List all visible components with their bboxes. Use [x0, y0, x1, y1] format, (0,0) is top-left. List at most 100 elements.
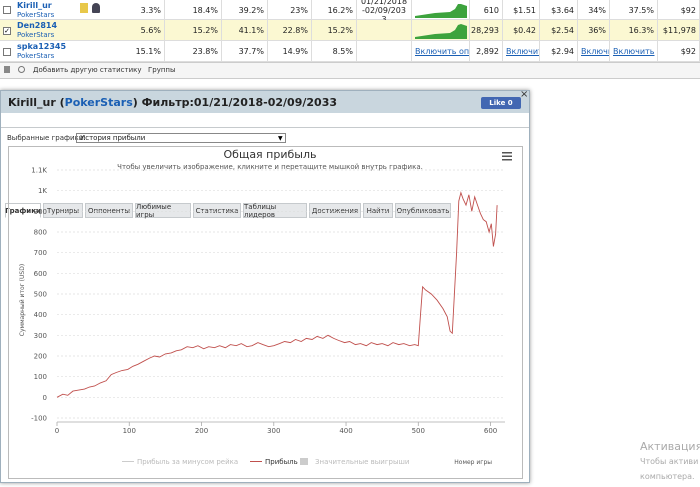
title-part: Kirill_ur (: [8, 96, 65, 109]
stat-cell: 34%: [578, 0, 610, 20]
player-site: PokerStars: [17, 11, 55, 19]
stat-cell: 37.5%: [610, 0, 658, 20]
y-tick-label: 500: [34, 291, 47, 299]
stat-cell: 18.4%: [165, 0, 222, 20]
x-tick-label: 500: [412, 427, 425, 435]
player-site: PokerStars: [17, 31, 55, 39]
tab[interactable]: Таблицы лидеров: [243, 203, 307, 219]
stat-cell: 22.8%: [268, 20, 312, 41]
toolbar: Добавить другую статистику Группы: [0, 62, 700, 79]
stat-cell: $2.94: [540, 41, 578, 62]
stat-cell: [412, 20, 470, 41]
title-site[interactable]: PokerStars: [64, 96, 133, 109]
stat-cell: [357, 20, 412, 41]
y-tick-label: 700: [34, 249, 47, 257]
y-tick-label: 400: [34, 311, 47, 319]
y-axis-label: Суммарный итог (USD): [19, 264, 26, 336]
chart-frame: [8, 146, 523, 479]
chart-select[interactable]: История прибыли: [76, 133, 286, 143]
player-name[interactable]: Kirill_ur: [17, 1, 52, 10]
tab[interactable]: Достижения: [309, 203, 361, 218]
stat-cell: 3.3%: [110, 0, 165, 20]
stat-cell: 16.2%: [312, 0, 357, 20]
stat-cell: 39.2%: [222, 0, 268, 20]
stat-cell: 23.8%: [165, 41, 222, 62]
stat-cell: $1.51: [503, 0, 540, 20]
stat-cell: 610: [470, 0, 503, 20]
row-checkbox[interactable]: ✓: [3, 26, 11, 35]
icon-note: [80, 3, 88, 13]
refresh-icon[interactable]: [18, 66, 25, 73]
stat-cell: 15.2%: [312, 20, 357, 41]
tab[interactable]: Оппоненты: [85, 203, 133, 218]
cell-link[interactable]: Включить: [503, 41, 540, 62]
tab[interactable]: Графики: [5, 203, 41, 218]
tab[interactable]: Статистика: [193, 203, 241, 218]
stat-cell: $3.64: [540, 0, 578, 20]
stat-cell: 01/21/2018-02/09/2033: [357, 0, 412, 20]
player-name[interactable]: spka12345: [17, 42, 67, 51]
groups-menu[interactable]: Группы: [148, 66, 176, 74]
stat-cell: $0.42: [503, 20, 540, 41]
table-row: [0, 41, 700, 62]
y-tick-label: 1.1K: [31, 167, 47, 175]
player-name[interactable]: Den2814: [17, 21, 58, 30]
stat-cell: 16.3%: [610, 20, 658, 41]
stat-cell: 36%: [578, 20, 610, 41]
y-tick-label: 200: [34, 353, 47, 361]
y-tick-label: 800: [34, 229, 47, 237]
row-checkbox[interactable]: [3, 47, 11, 56]
legend-swatch: [300, 458, 308, 465]
title-part: ) Фильтр:01/21/2018-02/09/2033: [132, 96, 337, 109]
y-tick-label: -100: [31, 415, 47, 423]
chart-subtitle: Чтобы увеличить изображение, кликните и …: [117, 163, 423, 171]
x-tick-label: 600: [484, 427, 497, 435]
tab[interactable]: Опубликовать: [395, 203, 451, 218]
legend-item[interactable]: Значительные выигрыши: [315, 458, 409, 466]
tab[interactable]: Любимые игры: [135, 203, 191, 219]
stats-table: Kirill_ur PokerStars 3.3% 18.4% 39.2% 23% 16.2…: [0, 0, 700, 62]
y-tick-label: 900: [34, 208, 47, 216]
table-row: [0, 0, 700, 20]
stat-cell: 5.6%: [110, 20, 165, 41]
icon-player: [92, 3, 100, 13]
y-tick-label: 600: [34, 270, 47, 278]
table-row: [0, 20, 700, 41]
x-tick-label: 0: [55, 427, 59, 435]
stat-cell: 15.1%: [110, 41, 165, 62]
cell-link[interactable]: Включить оп: [578, 41, 610, 62]
sparkline: [415, 24, 467, 39]
menu-icon[interactable]: [502, 152, 512, 161]
tab[interactable]: Турниры: [43, 203, 83, 218]
legend-item[interactable]: Прибыль за минусом рейка: [137, 458, 238, 466]
y-tick-label: 0: [43, 394, 47, 402]
x-tick-label: 400: [339, 427, 352, 435]
cell-link[interactable]: Включить опци: [412, 41, 470, 62]
cell-link[interactable]: Включить: [610, 41, 658, 62]
delete-icon[interactable]: [4, 66, 10, 73]
watermark-line: Чтобы активи: [640, 457, 699, 466]
select-arrow[interactable]: ▼: [278, 135, 283, 142]
stat-cell: 23%: [268, 0, 312, 20]
legend-item[interactable]: Прибыль: [265, 458, 298, 466]
add-stats[interactable]: Добавить другую статистику: [33, 66, 142, 74]
tab-line: [1, 127, 529, 128]
stat-cell: 37.7%: [222, 41, 268, 62]
like-button[interactable]: Like 0: [481, 97, 521, 109]
stat-cell: 15.2%: [165, 20, 222, 41]
select-label: Выбранные графики:: [7, 134, 86, 142]
chart-title: Общая прибыль: [224, 148, 317, 161]
popup: Kirill_ur (PokerStars) Фильтр:01/21/2018…: [0, 89, 530, 483]
stat-cell: [357, 41, 412, 62]
y-tick-label: 300: [34, 332, 47, 340]
stat-cell: 14.9%: [268, 41, 312, 62]
row-checkbox[interactable]: [3, 6, 11, 14]
close-button[interactable]: ×: [520, 89, 529, 100]
stat-cell: 41.1%: [222, 20, 268, 41]
popup-header: [1, 91, 529, 113]
x-axis-label: Номер игры: [454, 459, 492, 466]
profit-line: [56, 191, 498, 398]
popup-title: Kirill_ur (PokerStars) Фильтр:01/21/2018…: [8, 96, 337, 109]
tab[interactable]: Найти: [363, 203, 393, 218]
